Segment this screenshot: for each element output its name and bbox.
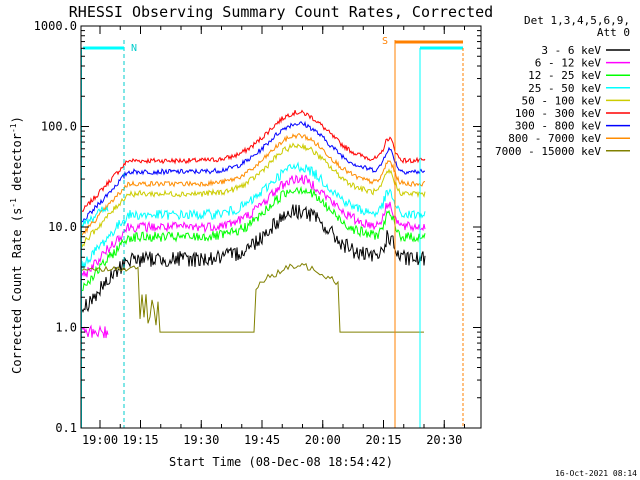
- x-tick-label-2: 19:30: [183, 433, 219, 447]
- x-tick-label-5: 20:15: [365, 433, 401, 447]
- series-line-4: [81, 142, 426, 248]
- legend-label-3: 25 - 50 keV: [528, 82, 601, 95]
- legend-label-4: 50 - 100 keV: [522, 94, 602, 107]
- annotation-label-s: S: [382, 36, 388, 47]
- x-tick-label-3: 19:45: [244, 433, 280, 447]
- legend-label-2: 12 - 25 keV: [528, 69, 601, 82]
- legend-label-5: 100 - 300 keV: [515, 107, 601, 120]
- x-tick-label-1: 19:15: [122, 433, 158, 447]
- legend-label-1: 6 - 12 keV: [535, 57, 602, 70]
- plot-frame: [80, 25, 482, 429]
- series-line-8: [81, 262, 424, 333]
- y-tick-label-0: 1000.0: [34, 19, 77, 33]
- x-tick-label-6: 20:30: [426, 433, 462, 447]
- series-line-3-early: [81, 205, 109, 228]
- footer-timestamp: 16-Oct-2021 08:14: [555, 469, 637, 478]
- series-line-2: [81, 185, 426, 291]
- chart-title: RHESSI Observing Summary Count Rates, Co…: [69, 3, 493, 21]
- y-tick-label-1: 100.0: [41, 120, 77, 134]
- series-line-0: [81, 204, 426, 314]
- x-axis-label: Start Time (08-Dec-08 18:54:42): [169, 455, 393, 469]
- legend-label-8: 7000 - 15000 keV: [495, 145, 601, 158]
- series-line-5: [81, 109, 426, 213]
- y-tick-label-2: 10.0: [48, 220, 77, 234]
- legend-header-0: Det 1,3,4,5,6,9,: [524, 14, 630, 27]
- y-axis-label: Corrected Count Rate (s-1 detector-1): [9, 116, 24, 374]
- series-line-1-early: [81, 324, 109, 339]
- x-tick-label-0: 19:00: [82, 433, 118, 447]
- series-line-1: [81, 174, 426, 278]
- legend-label-0: 3 - 6 keV: [541, 44, 601, 57]
- x-tick-label-4: 20:00: [305, 433, 341, 447]
- series-line-6: [81, 120, 426, 223]
- annotation-label-n: N: [131, 43, 137, 54]
- y-tick-label-3: 1.0: [55, 321, 77, 335]
- series-line-3: [81, 161, 426, 269]
- legend-header-1: Att 0: [597, 26, 630, 39]
- legend-label-6: 300 - 800 keV: [515, 120, 601, 133]
- legend-label-7: 800 - 7000 keV: [508, 132, 601, 145]
- y-tick-label-4: 0.1: [55, 421, 77, 435]
- series-line-7: [81, 132, 426, 236]
